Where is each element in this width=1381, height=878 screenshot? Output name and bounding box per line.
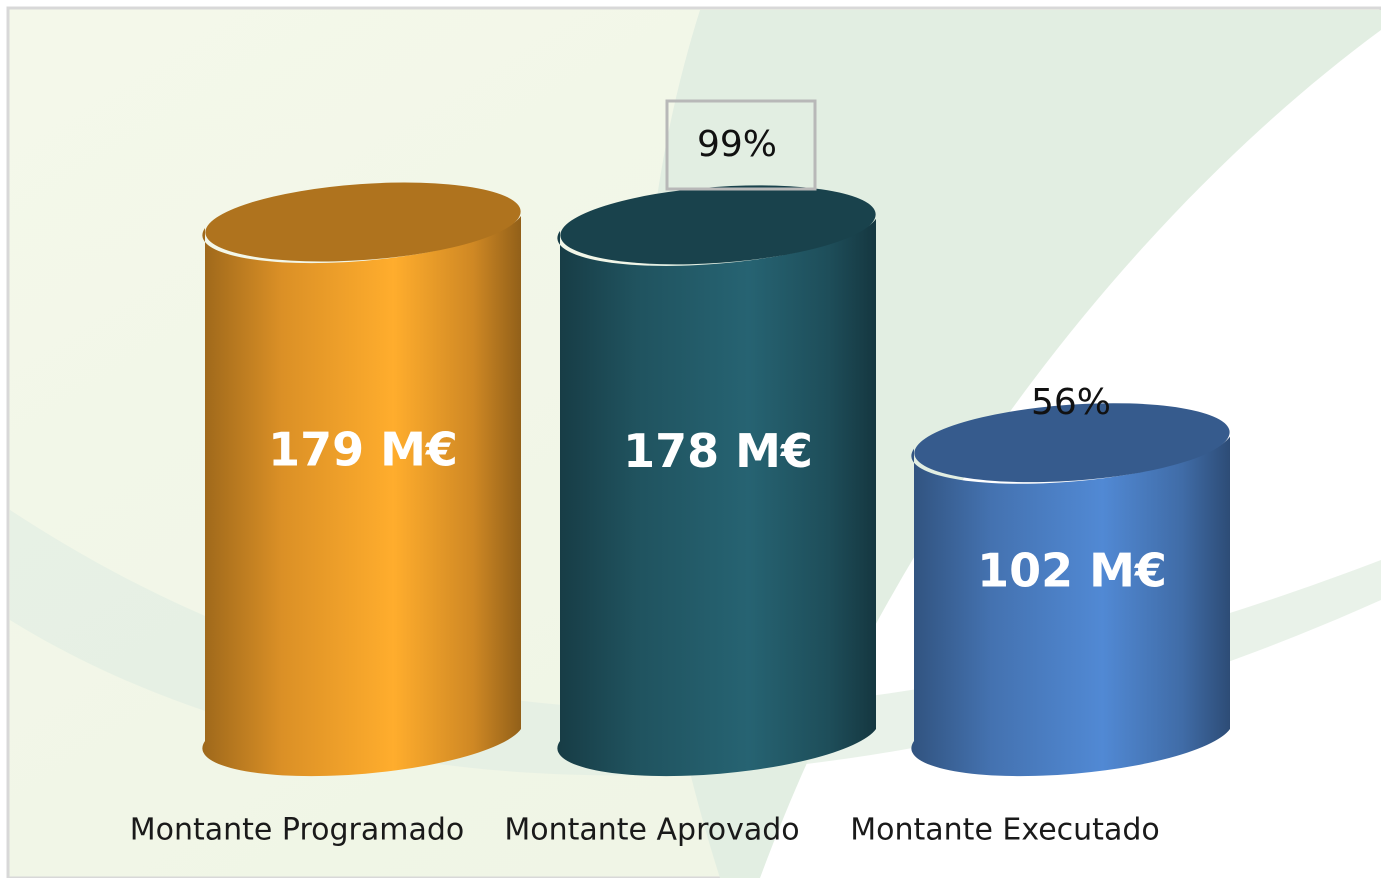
cylinder-body [202, 216, 522, 777]
cylinder-body [911, 436, 1230, 777]
cylinder [911, 403, 1230, 777]
x-tick-label: Montante Executado [850, 813, 1159, 848]
x-tick-label: Montante Aprovado [504, 813, 799, 848]
annotation: 56% [1031, 382, 1111, 423]
cylinder-body [557, 218, 876, 777]
cylinder [557, 185, 876, 777]
cylinder-top [560, 185, 876, 265]
value-label: 178 M€ [623, 424, 813, 478]
cylinder-top [205, 182, 521, 262]
annotation-box [665, 99, 817, 191]
value-label: 179 M€ [268, 422, 458, 476]
cylinder-top [914, 403, 1230, 483]
value-label: 102 M€ [977, 544, 1167, 598]
plot-area: 179 M€ 178 M€ 102 M€ [202, 182, 1230, 777]
x-tick-label: Montante Programado [130, 813, 465, 848]
annotation: 99% [697, 124, 777, 165]
cylinder [202, 182, 522, 777]
